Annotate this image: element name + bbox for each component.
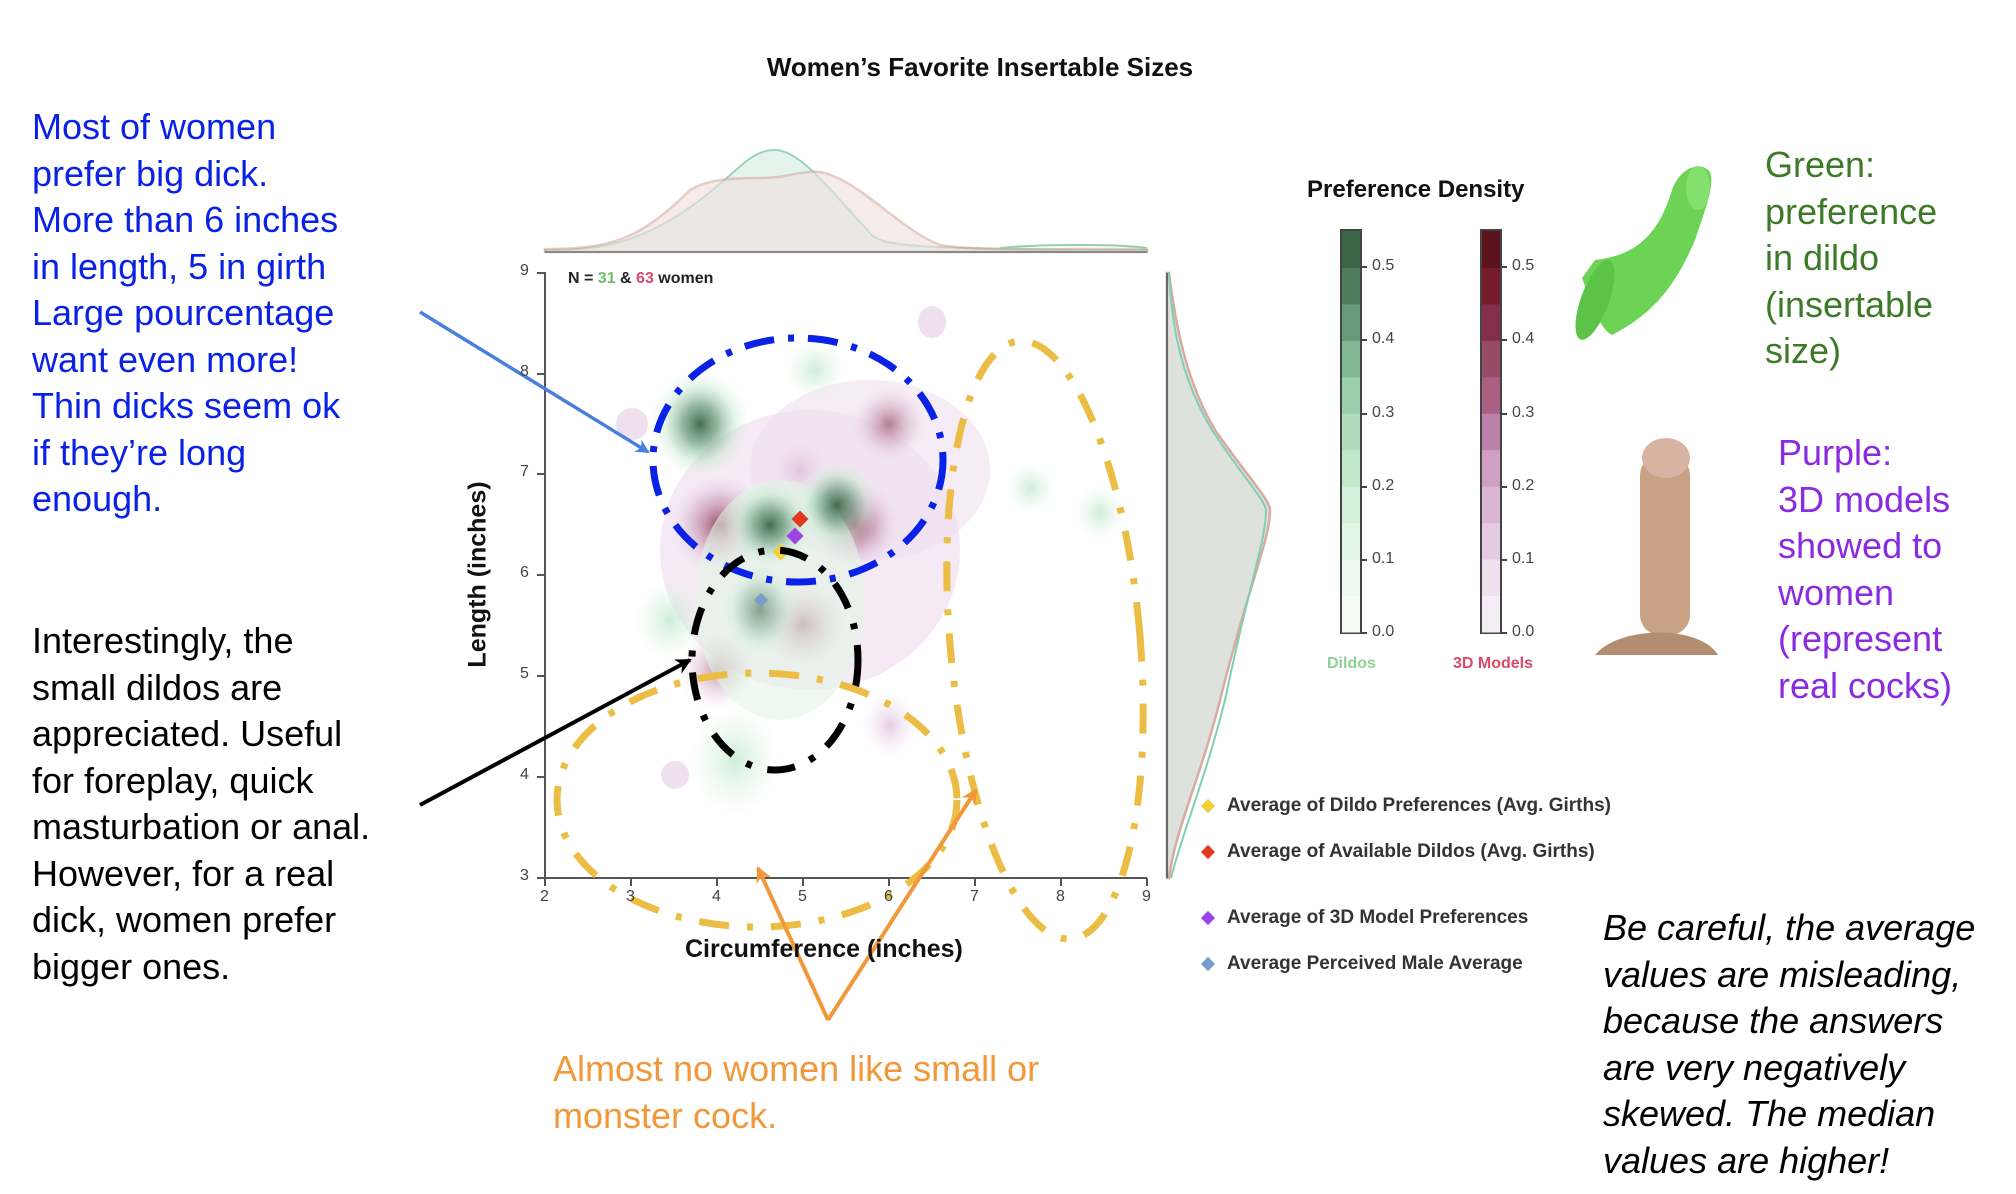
green-dildo-illustration — [1575, 166, 1712, 340]
x-tick: 3 — [626, 888, 635, 905]
colorbar-tick: 0.0 — [1372, 623, 1395, 640]
top-marginal-density — [543, 148, 1149, 254]
y-tick: 4 — [520, 766, 529, 783]
plot-axes — [537, 272, 1148, 886]
x-tick: 5 — [798, 888, 807, 905]
colorbar-tick: 0.5 — [1372, 257, 1395, 274]
chart-title: Women’s Favorite Insertable Sizes — [766, 52, 1194, 82]
density-dildos — [635, 340, 1125, 815]
orange-arrow-left — [756, 866, 830, 1021]
legend-label: Average Perceived Male Average — [1227, 953, 1523, 974]
orange-arrow-right — [826, 788, 978, 1022]
sample-size-label: N = 31 & 63 women — [568, 270, 713, 288]
colorbar-tick: 0.2 — [1512, 477, 1535, 494]
red-diamond-icon — [1200, 844, 1216, 860]
model-count: 63 — [636, 270, 654, 287]
legend-label: Average of Dildo Preferences (Avg. Girth… — [1227, 795, 1611, 816]
black-arrow — [419, 658, 692, 807]
annotation-small-dildos: Interestingly, the small dildos are appr… — [32, 620, 371, 987]
x-tick: 9 — [1142, 888, 1151, 905]
x-tick: 2 — [540, 888, 549, 905]
legend: Average of Dildo Preferences (Avg. Girth… — [1200, 795, 1611, 975]
colorbar-tick: 0.1 — [1372, 550, 1395, 567]
colorbar-tick: 0.5 — [1512, 257, 1535, 274]
annotation-big-preference: Most of women prefer big dick. More than… — [32, 106, 341, 519]
colorbar-3d-models-label: 3D Models — [1453, 655, 1534, 672]
purple-diamond-icon — [1200, 910, 1216, 926]
yellow-bottom-ellipse — [553, 669, 961, 931]
n-separator: & — [615, 270, 637, 287]
colorbar-dildos — [1340, 229, 1367, 634]
x-tick: 4 — [712, 888, 721, 905]
colorbar-tick: 0.4 — [1512, 330, 1535, 347]
colorbar-title: Preference Density — [1307, 176, 1525, 203]
yellow-diamond-icon — [1200, 798, 1216, 814]
x-axis-label: Circumference (inches) — [685, 935, 963, 963]
legend-item-available-dildos: Average of Available Dildos (Avg. Girths… — [1200, 841, 1611, 863]
colorbar-3d-models — [1480, 229, 1507, 634]
blue-diamond-icon — [1200, 956, 1216, 972]
y-tick: 8 — [520, 363, 529, 380]
legend-label: Average of 3D Model Preferences — [1227, 907, 1529, 928]
colorbar-tick: 0.3 — [1372, 404, 1395, 421]
annotation-average-warning: Be careful, the average values are misle… — [1603, 907, 1976, 1181]
n-prefix: N = — [568, 270, 598, 287]
colorbar-tick: 0.1 — [1512, 550, 1535, 567]
y-tick: 6 — [520, 564, 529, 581]
colorbar-dildos-label: Dildos — [1327, 655, 1376, 672]
x-tick: 6 — [884, 888, 893, 905]
black-highlight-ellipse — [688, 546, 862, 774]
annotation-green-meaning: Green: preference in dildo (insertable s… — [1765, 144, 1938, 371]
colorbar-tick: 0.2 — [1372, 477, 1395, 494]
colorbar-tick: 0.4 — [1372, 330, 1395, 347]
legend-item-dildo-preferences: Average of Dildo Preferences (Avg. Girth… — [1200, 795, 1611, 817]
y-tick: 9 — [520, 262, 529, 279]
x-tick: 8 — [1056, 888, 1065, 905]
right-marginal-density — [1165, 271, 1272, 880]
legend-item-3d-model-preferences: Average of 3D Model Preferences — [1200, 907, 1611, 929]
n-suffix: women — [653, 270, 714, 287]
annotation-purple-meaning: Purple: 3D models showed to women (repre… — [1778, 432, 1953, 706]
legend-item-perceived-male-average: Average Perceived Male Average — [1200, 953, 1611, 975]
blue-arrow — [419, 310, 650, 454]
legend-label: Average of Available Dildos (Avg. Girths… — [1227, 841, 1595, 862]
y-axis-label: Length (inches) — [463, 481, 492, 668]
y-tick: 5 — [520, 665, 529, 682]
blue-highlight-ellipse — [649, 334, 947, 586]
y-tick: 3 — [520, 867, 529, 884]
annotation-extremes: Almost no women like small or monster co… — [553, 1048, 1040, 1136]
yellow-right-ellipse — [943, 337, 1147, 943]
x-tick: 7 — [970, 888, 979, 905]
dildo-count: 31 — [597, 270, 616, 287]
y-tick: 7 — [520, 463, 529, 480]
colorbar-tick: 0.0 — [1512, 623, 1535, 640]
3d-model-illustration — [1595, 438, 1718, 655]
colorbar-tick: 0.3 — [1512, 404, 1535, 421]
